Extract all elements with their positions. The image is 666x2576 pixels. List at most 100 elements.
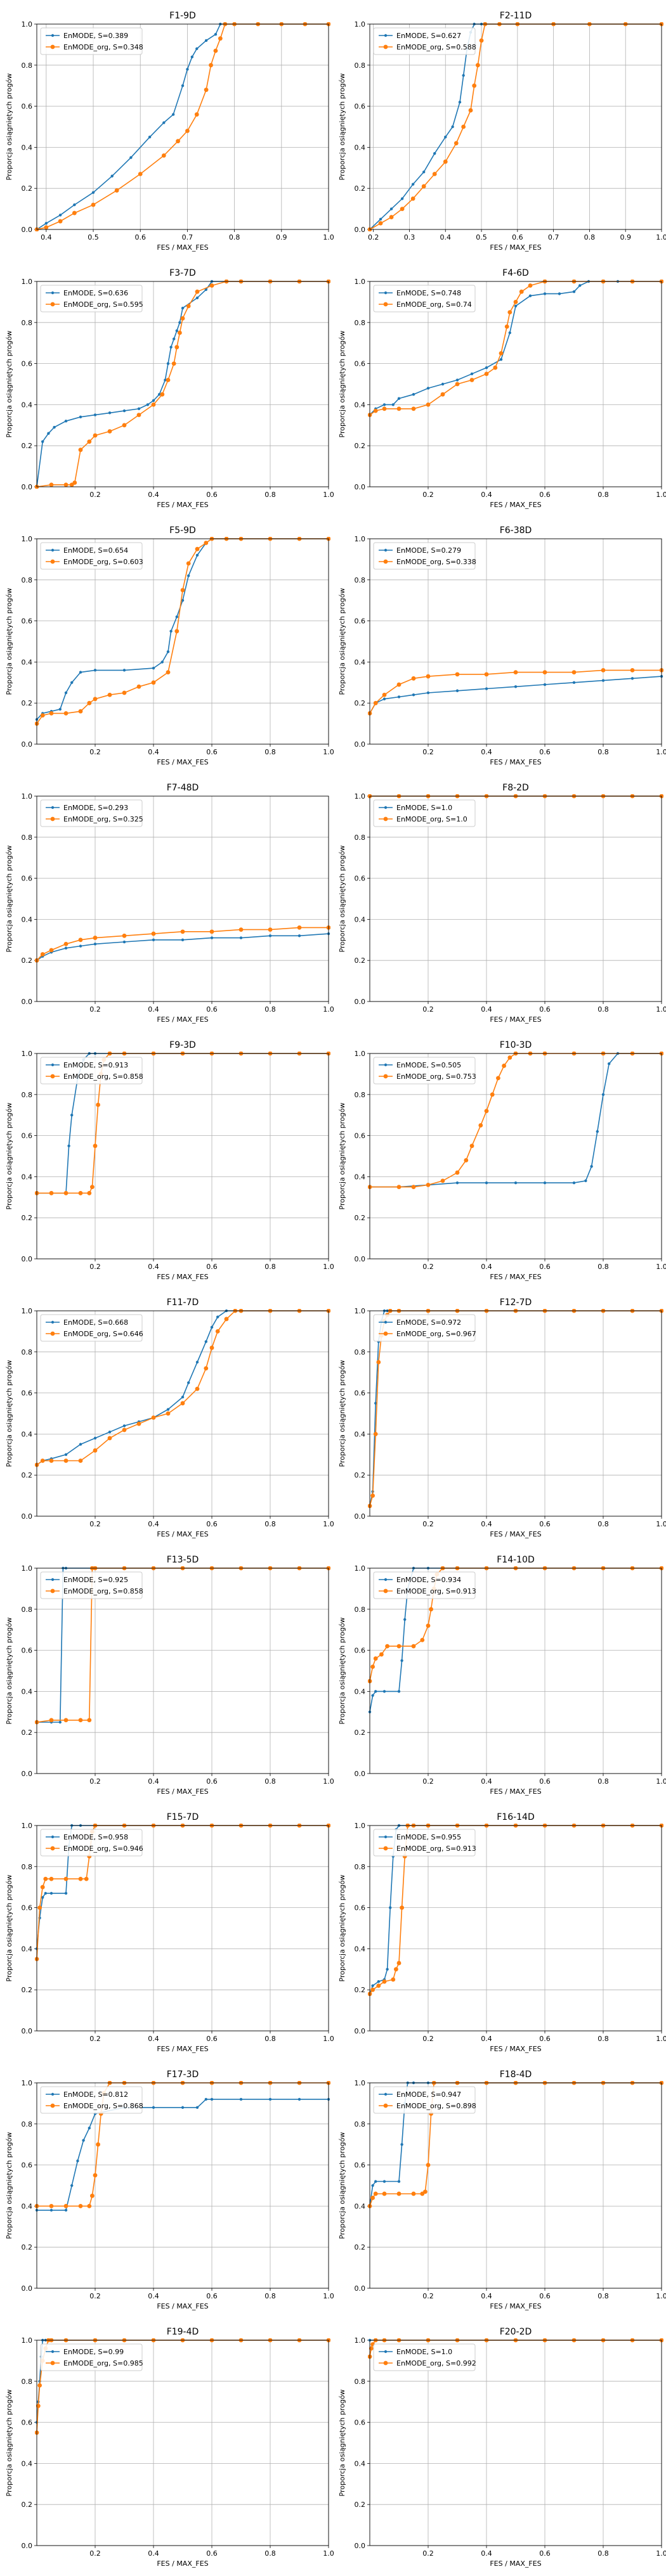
data-point [64,2208,68,2212]
data-point [181,1395,185,1399]
data-point [382,1979,387,1984]
series-line-enmode-org [36,927,329,961]
data-point [204,1366,209,1371]
y-tick-label: 0.0 [22,2284,33,2293]
x-axis-label: FES / MAX_FES [157,1530,208,1538]
data-point [391,403,395,406]
data-point [36,2404,41,2409]
x-tick-label: 0.8 [597,491,609,499]
plot-frame [36,795,329,1002]
x-tick-label: 1.0 [323,1005,334,1014]
data-point [78,1718,83,1723]
data-point [53,425,56,429]
data-point [136,1421,141,1426]
legend-marker [50,302,55,307]
data-point [181,938,185,941]
data-point [371,2184,374,2187]
x-tick-label: 0.6 [206,2292,218,2300]
chart-title: F5-9D [169,525,196,536]
plot-frame [36,2082,329,2289]
data-point [44,225,49,230]
y-tick-label: 0.8 [355,319,366,327]
plot-frame [369,1310,662,1517]
data-point [601,1093,605,1096]
data-point [601,679,605,682]
x-tick-label: 1.0 [656,1520,666,1528]
chart-title: F13-5D [167,1555,199,1565]
data-point [558,292,561,295]
data-point [426,387,430,390]
data-point [214,33,218,36]
legend-marker [383,1074,388,1079]
x-axis-label: FES / MAX_FES [490,1273,541,1281]
chart-title: F8-2D [502,783,529,793]
y-tick-label: 0.0 [355,2027,366,2035]
x-tick-label: 0.4 [148,2292,159,2300]
y-tick-label: 0.6 [22,875,33,883]
y-tick-label: 0.4 [355,1945,366,1953]
data-point [146,403,149,406]
y-tick-label: 0.6 [355,1389,366,1398]
y-tick-label: 0.2 [355,1729,366,1737]
x-axis-label: FES / MAX_FES [157,1015,208,1024]
x-tick-label: 0.2 [89,491,101,499]
data-point [373,1432,378,1436]
data-point [122,690,127,695]
data-point [64,691,68,695]
x-tick-label: 0.6 [539,1005,551,1014]
legend-label: EnMODE, S=0.925 [63,1576,128,1584]
data-point [389,207,393,210]
chart-panel: 0.2 0.3 0.4 0.5 0.6 0.7 0.8 0.9 1.0 0.0 0.2 0.4 0.6 0… [333,0,666,260]
legend-marker [384,1835,388,1839]
chart-panel: 0.2 0.4 0.6 0.8 1.0 0.0 0.2 0.4 0.6 0.8 1.0 F3-7D FE… [0,257,334,517]
data-point [496,1076,500,1081]
legend-label: EnMODE, S=0.947 [396,2090,461,2099]
x-axis-label: FES / MAX_FES [490,501,541,509]
data-point [166,1411,171,1416]
series-line-enmode [36,281,329,487]
chart-svg: 0.2 0.4 0.6 0.8 1.0 0.0 0.2 0.4 0.6 0.8 1.0 F15-7D F… [5,1812,334,2053]
chart-panel: 0.4 0.5 0.6 0.7 0.8 0.9 1.0 0.0 0.2 0.4 0.6 0.8 1.0 F… [0,0,334,260]
data-point [175,615,178,619]
legend: EnMODE, S=1.0 EnMODE_org, S=1.0 [373,799,476,827]
legend-label: EnMODE_org, S=0.898 [396,2102,476,2110]
legend-box [373,1314,476,1342]
y-axis-label: Proporcja osiągniętych progów [338,74,346,181]
x-tick-label: 0.6 [539,2035,551,2043]
data-point [204,541,209,545]
y-tick-label: 0.6 [355,2419,366,2427]
data-point [484,371,489,377]
y-axis-label: Proporcja osiągniętych progów [338,1875,346,1982]
chart-svg: 0.2 0.4 0.6 0.8 1.0 0.0 0.2 0.4 0.6 0.8 1.0 F12-7D F… [338,1298,666,1538]
data-point [213,48,218,53]
data-point [373,1656,378,1661]
chart-panel: 0.2 0.4 0.6 0.8 1.0 0.0 0.2 0.4 0.6 0.8 1.0 F20-2D F… [333,2316,666,2576]
data-point [88,2127,91,2130]
data-point [110,174,114,177]
y-tick-label: 0.0 [22,1255,33,1263]
x-tick-label: 0.4 [481,1520,492,1528]
data-point [152,399,155,402]
data-point [72,210,77,216]
legend-marker [383,1588,388,1594]
x-tick-label: 0.2 [89,2549,101,2558]
legend-marker [50,2103,55,2108]
legend-label: EnMODE_org, S=0.348 [63,43,143,51]
data-point [391,1977,396,1982]
chart-panel: 0.2 0.4 0.6 0.8 1.0 0.0 0.2 0.4 0.6 0.8 1.0 F10-3D F… [333,1029,666,1289]
data-point [138,172,143,176]
legend-marker [50,559,55,564]
y-tick-label: 0.0 [355,1512,366,1521]
x-tick-label: 0.4 [148,1777,159,1786]
chart-svg: 0.2 0.4 0.6 0.8 1.0 0.0 0.2 0.4 0.6 0.8 1.0 F3-7D FE… [5,268,334,509]
data-point [72,480,77,485]
x-axis-label: FES / MAX_FES [490,2045,541,2053]
data-point [186,304,191,309]
data-point [176,139,180,144]
data-point [596,1130,599,1133]
data-point [400,1659,403,1662]
y-tick-label: 0.0 [22,998,33,1006]
legend-box [40,2086,143,2114]
data-point [107,1436,112,1441]
data-point [122,409,126,413]
